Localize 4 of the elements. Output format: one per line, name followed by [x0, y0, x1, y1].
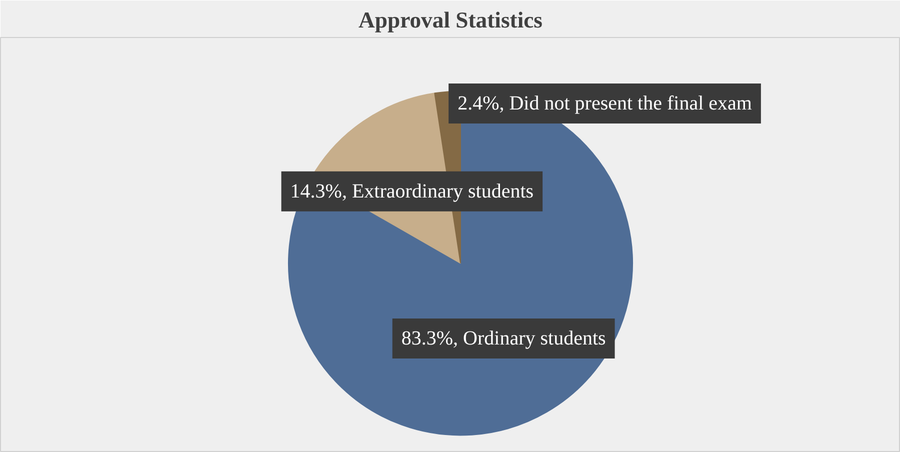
- slice-label: 14.3%, Extraordinary students: [290, 180, 534, 202]
- slice-label: 2.4%, Did not present the final exam: [458, 92, 752, 115]
- chart-title: Approval Statistics: [358, 8, 543, 32]
- slice-label: 83.3%, Ordinary students: [401, 328, 606, 350]
